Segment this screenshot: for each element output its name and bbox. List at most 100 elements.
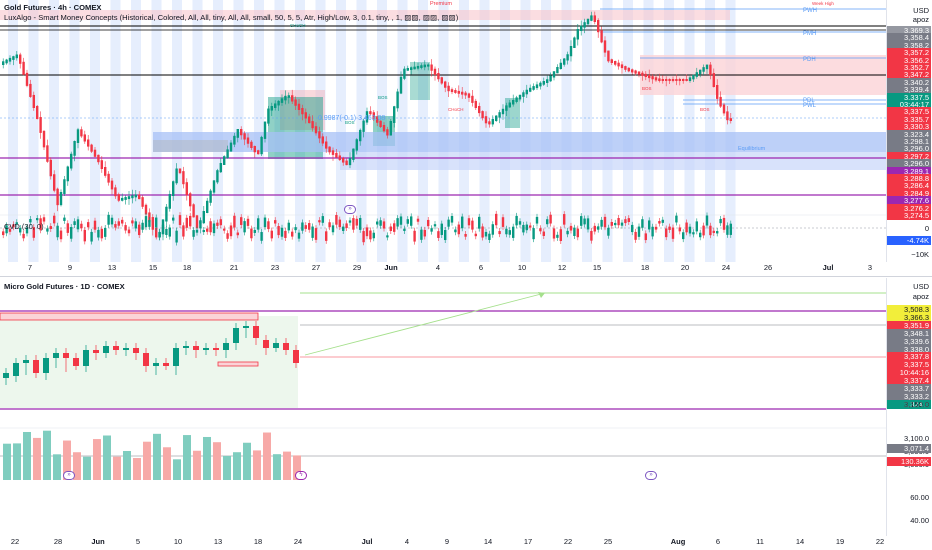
volume-bar [133,458,141,480]
candle-body [597,20,600,33]
cvd-body [97,229,100,238]
candle-body [121,197,124,201]
candle-body [308,116,311,124]
candle-body [331,150,335,155]
cvd-body [641,219,644,228]
candle-body [206,200,209,213]
candle-body [325,141,328,149]
cvd-body [209,221,212,233]
cvd-body [518,221,522,225]
candle-body [46,145,49,162]
cvd-body [624,219,627,224]
pdh-label: PDH [803,57,816,63]
session-band [438,0,449,262]
cvd-body [420,229,423,240]
cvd-body [644,233,647,241]
cvd-body [532,228,535,240]
volume-bar [13,443,21,480]
cvd-body [124,225,127,231]
cvd-body [206,228,209,232]
bottom-chart-title: Micro Gold Futures · 1D · COMEX [4,282,125,291]
candle-body [70,153,73,169]
cvd-body [654,226,658,230]
top-time-axis[interactable]: 7 9 13 15 18 21 23 27 29 Jun 4 6 10 12 15 18 20 24 26 Jul 3 [0,263,886,275]
time-tick-1: 28 [53,537,63,546]
events-badge-bottom-3[interactable]: » [645,471,657,480]
candle-body [335,152,338,158]
session-band [684,0,695,262]
indicator-legend[interactable]: LuxAlgo - Smart Money Concepts (Historic… [4,13,459,22]
cvd-body [294,227,297,231]
candle-body [90,144,93,152]
candle-body [8,57,12,62]
top-price-axis[interactable]: USD apoz 3,369.3 3,358.4 3,358.2 3,357.2 3,3… [886,0,932,262]
bottom-chart-pane[interactable]: Micro Gold Futures · 1D · COMEX » ϟ » US… [0,278,932,550]
cvd-label: CVD (30, 0) [4,222,44,231]
candle-body [131,195,134,199]
scale-label[interactable]: apoz [912,15,929,24]
volume-bar [43,430,51,480]
events-badge-top[interactable]: » [344,205,356,214]
volume-bar [163,447,171,480]
cvd-body [216,222,219,226]
cvd-body [539,228,542,232]
candle-body [437,73,440,80]
candle-body [189,193,192,207]
candle-body [410,67,413,70]
cvd-body [389,226,392,232]
candle-body [362,120,365,132]
top-chart-plot[interactable]: Premium Week High PWH PMH PDH PDL PWL Eq… [0,0,886,262]
cvd-body [461,216,464,229]
volume-bar [33,437,41,480]
time-tick-10: 9 [444,537,450,546]
session-band [664,0,674,262]
candle-body [488,121,491,125]
price-label-16: 3,296.0 [887,144,931,154]
candle-body [535,84,539,89]
bottom-time-axis[interactable]: 22 28 Jun 5 10 13 18 24 Jul 4 9 14 17 22 25 Aug 6 11 14 19 2… [0,537,886,549]
session-band [151,0,162,262]
time-tick-10: 4 [435,263,441,272]
session-band [541,0,551,262]
cvd-body [121,219,124,224]
candle-body [83,134,86,142]
daily-body [243,326,249,328]
session-band [172,0,182,262]
cvd-body [484,231,488,237]
candle-body [110,180,114,190]
bottom-price-label-3: 3,348.1 [887,328,931,338]
events-badge-bottom-2[interactable]: ϟ [295,471,307,480]
candle-body [345,160,348,166]
top-chart-pane[interactable]: Premium Week High PWH PMH PDH PDL PWL Eq… [0,0,932,275]
cvd-body [73,221,76,225]
candle-body [314,126,318,134]
daily-body [273,343,279,348]
price-label-7: 3,340.2 [887,77,931,87]
cvd-body [131,220,134,224]
cvd-body [505,228,508,235]
cvd-body [233,215,236,228]
bos-label-a: BOS [378,95,388,100]
session-band [561,0,572,262]
equilibrium-label: Equilibrium [738,146,766,152]
candle-body [447,85,450,92]
candle-body [253,146,256,153]
candle-body [386,129,389,136]
cvd-body [314,228,318,240]
bottom-scale-label[interactable]: apoz [912,292,929,301]
candle-body [481,111,484,119]
time-tick-14: 25 [603,537,613,546]
candle-body [716,85,719,99]
bottom-chart-plot[interactable] [0,278,886,536]
bottom-price-axis[interactable]: USD apoz 3,508.3 3,366.3 3,351.9 3,348.1 3,3… [886,278,932,536]
time-tick-13: 12 [557,263,567,272]
cvd-body [12,224,15,228]
candle-body [376,116,379,123]
candle-body [603,40,607,53]
cvd-body [416,218,420,222]
cvd-body [590,230,593,241]
candle-body [369,111,372,115]
events-badge-bottom-1[interactable]: » [63,471,75,480]
pane-separator[interactable] [0,276,932,277]
candle-body [444,81,447,88]
